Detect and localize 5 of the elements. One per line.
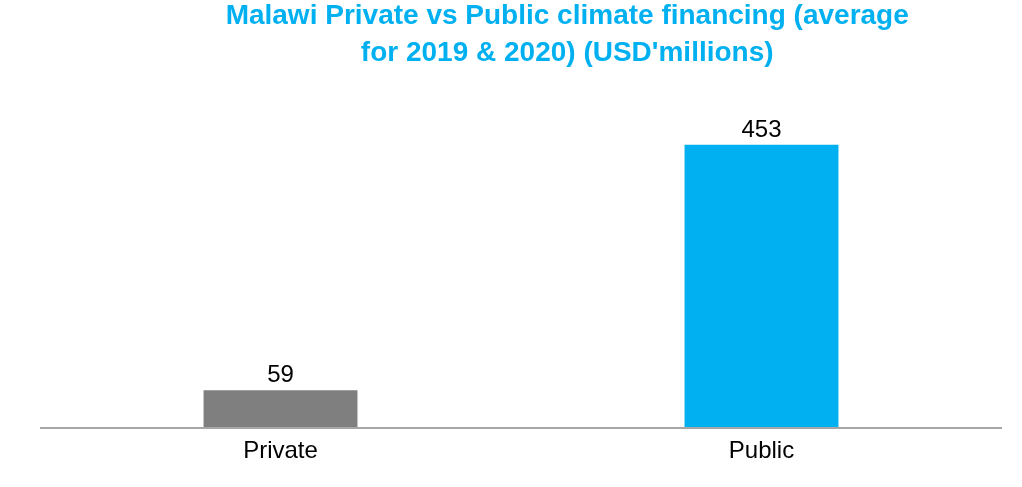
data-label: 453 <box>741 114 782 142</box>
x-tick-label: Private <box>243 435 318 463</box>
data-label: 59 <box>267 360 294 388</box>
chart-title: Malawi Private vs Public climate financing (average for 2019 & 2020) (USD'millions) <box>225 0 909 67</box>
x-tick-label: Public <box>728 435 795 463</box>
